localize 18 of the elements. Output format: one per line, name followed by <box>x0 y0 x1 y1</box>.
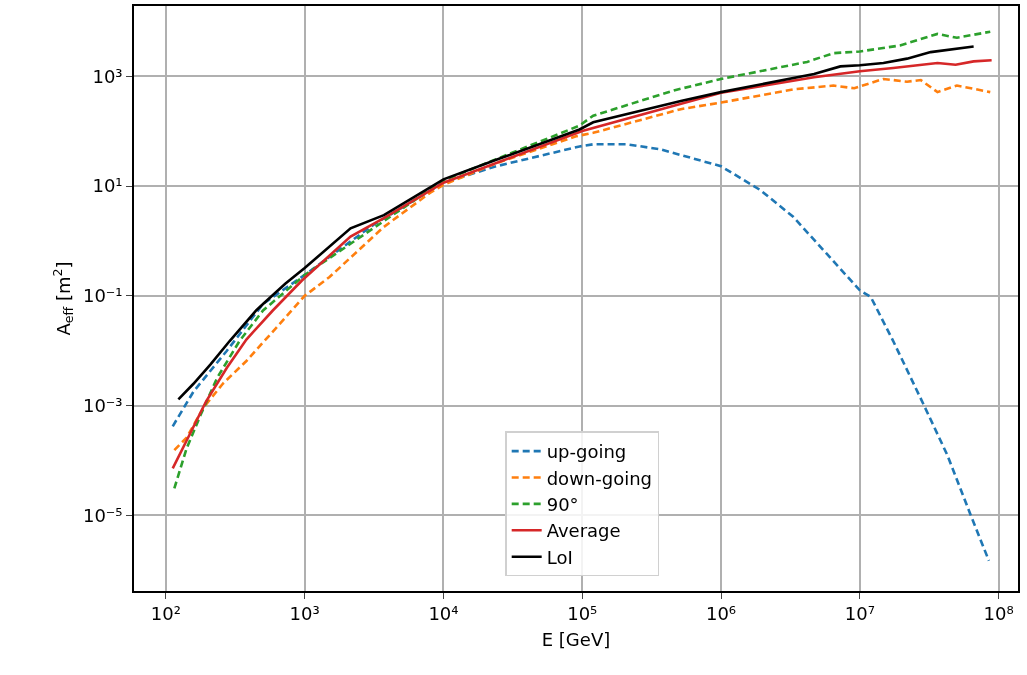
legend-label: down-going <box>546 467 653 489</box>
y-tick-label: 10⁻³ <box>82 394 123 416</box>
y-tick-label: 10⁻⁵ <box>82 504 123 526</box>
x-tick-label: 10⁴ <box>428 603 459 625</box>
x-tick-label: 10⁷ <box>844 603 875 625</box>
legend-label: 90° <box>546 493 579 515</box>
x-tick-label: 10⁶ <box>705 603 737 625</box>
x-tick-label: 10² <box>150 603 181 625</box>
x-tick-label: 10⁸ <box>983 603 1014 625</box>
legend-label: up-going <box>546 441 627 463</box>
y-tick-label: 10³ <box>92 65 123 87</box>
x-axis-title: E [GeV] <box>541 629 611 650</box>
x-tick-label: 10⁵ <box>567 603 598 625</box>
x-tick-label: 10³ <box>289 603 320 625</box>
legend-label: Average <box>546 520 621 542</box>
y-tick-label: 10¹ <box>92 175 123 197</box>
y-tick-label: 10⁻¹ <box>82 285 123 307</box>
legend-label: LoI <box>546 546 573 568</box>
